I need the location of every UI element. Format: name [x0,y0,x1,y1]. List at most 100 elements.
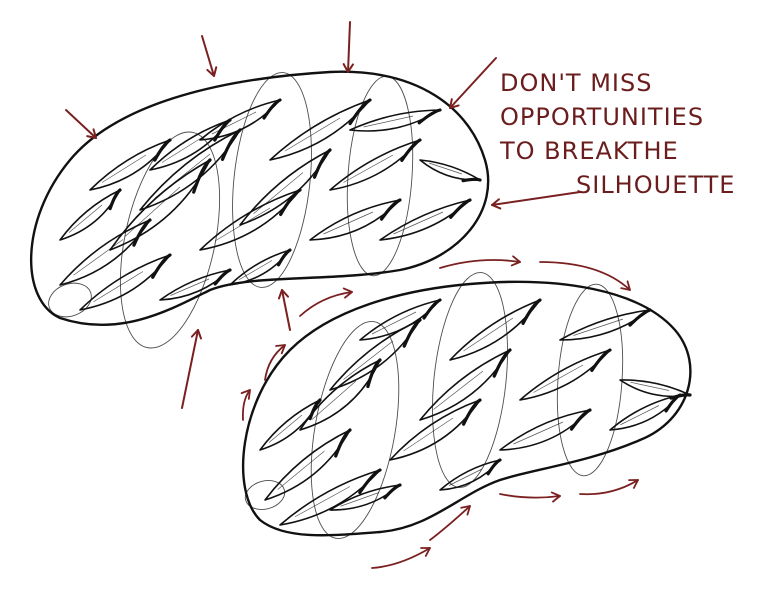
top-leaf-vein [154,153,211,199]
arrow-down-head [449,98,460,109]
top-leaf-shade [262,98,282,120]
bottom-leaf-vein [268,414,303,443]
arrow-pointer-head [491,198,502,210]
bottom-leaf-vein [343,340,394,380]
bottom-leaf-shade [486,458,502,476]
bottom-leaf-form [242,272,692,540]
arrow-down-head [86,128,97,139]
bottom-leaf-vein [513,421,564,445]
arrow-trace [241,389,251,421]
arrow-trace [499,493,561,499]
arrow-trace-head [620,280,631,291]
arrow-up-head [190,329,202,340]
arrow-trace-head [460,505,471,516]
bottom-leaf-shade [334,428,352,458]
top-leaf-shade [348,98,372,126]
arrow-trace [579,479,639,496]
arrow-trace [264,344,286,381]
top-leaf-vein [393,211,444,235]
top-leaf-vein [101,154,147,183]
bottom-leaf-shade [492,348,512,378]
arrow-down [65,109,97,139]
arrow-down [201,35,215,77]
annotation-line-3: TO BREAKTHE [500,137,679,165]
top-leaf-shade [379,198,402,221]
arrow-trace-head [275,344,286,355]
bottom-leaf-shade [422,298,442,320]
top-leaf-shade [276,248,292,267]
bottom-leaf-vein [448,468,483,486]
arrow-trace-head [420,547,431,557]
arrow-up [281,289,291,331]
arrow-down [347,21,351,73]
top-outline [29,70,490,327]
annotation-line-1: DON'T MISS [500,69,653,97]
bottom-leaf-vein [533,364,584,393]
top-leaf-vein [124,186,181,237]
bottom-construction-ring [244,480,286,510]
annotation-line-2: OPPORTUNITIES [500,103,705,131]
bottom-leaf-shade [358,468,382,495]
top-leaf-shade [400,138,422,162]
bottom-outline [242,280,692,537]
arrow-down-head [342,63,354,73]
annotation-line-4: SILHOUETTE [576,171,736,199]
bottom-construction-ring [310,320,400,540]
top-leaf-shade [417,108,442,125]
arrow-trace [429,505,471,541]
arrow-trace [299,291,353,317]
top-leaf-vein [73,239,124,276]
arrow-trace-head [550,491,561,503]
bottom-leaf-vein [573,318,624,336]
arrow-trace [539,261,631,291]
bottom-leaf-vein [630,381,670,391]
bottom-leaf-shade [590,348,612,372]
bottom-leaf-vein [371,311,417,335]
arrow-trace-head [240,389,251,400]
top-leaf [349,109,441,132]
arrow-trace-head [510,255,521,267]
top-construction-ring [346,75,414,277]
bottom-leaf-shade [628,308,652,327]
top-leaf-shade [449,198,472,219]
top-leaf-vein [93,271,144,303]
arrow-pointer [491,191,581,206]
bottom-leaf-vein [277,450,325,490]
arrow-trace-head [342,287,353,299]
annotation-arrows [65,21,639,569]
arrow-trace [439,259,521,269]
bottom-leaf-shade [569,408,592,431]
top-leaf-shade [108,188,122,211]
top-leaf-shade [132,218,152,247]
bottom-leaf-vein [294,486,351,518]
bottom-leaf-vein [311,380,357,420]
top-leaf-shade [192,158,212,194]
top-leaf-vein [428,162,463,175]
top-leaf-vein [284,117,341,152]
bottom-leaf-shade [462,398,482,426]
top-leaf-vein [68,204,103,233]
top-leaf-vein [363,115,414,128]
bottom-leaf-vein [433,370,484,410]
top-leaf-shade [461,177,482,183]
bottom-construction-ring [556,283,624,477]
top-leaf-vein [253,172,304,215]
bottom-leaf-shade [521,298,542,325]
bottom-leaf-vein [340,492,380,507]
bottom-leaf-vein [620,405,660,426]
arrow-up-head [277,289,290,300]
arrow-down [449,57,497,109]
top-leaf-vein [238,260,273,281]
bottom-leaf-shade [402,318,422,348]
bottom-leaf-vein [403,417,454,452]
top-leaf-vein [343,154,394,183]
top-leaf-vein [161,134,207,163]
bottom-leaf-shade [383,483,402,500]
arrow-trace [371,547,431,569]
top-leaf-shade [153,138,172,162]
top-leaf-shade [213,268,232,286]
bottom-leaf-shade [669,393,692,400]
bottom-leaf-vein [463,317,514,352]
top-construction-ring [48,282,92,318]
